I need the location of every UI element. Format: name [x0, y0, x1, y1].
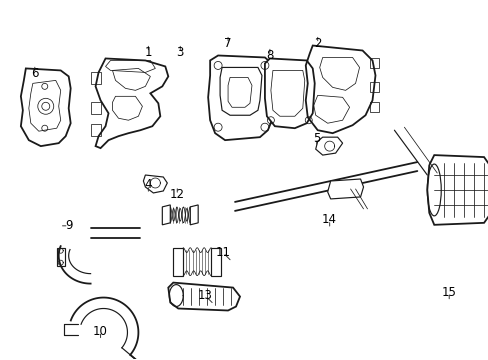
Text: 4: 4: [144, 179, 152, 192]
Text: 14: 14: [322, 213, 337, 226]
Text: 15: 15: [441, 286, 456, 299]
Text: 10: 10: [93, 325, 108, 338]
Text: 1: 1: [144, 46, 152, 59]
Text: 8: 8: [265, 49, 273, 62]
Text: 9: 9: [65, 219, 72, 232]
Polygon shape: [168, 283, 240, 310]
Polygon shape: [264, 58, 314, 128]
Text: 3: 3: [176, 46, 183, 59]
Text: 6: 6: [31, 67, 39, 80]
Polygon shape: [208, 55, 274, 140]
Text: 2: 2: [313, 37, 321, 50]
Text: 13: 13: [197, 289, 212, 302]
Text: 11: 11: [215, 246, 230, 259]
Polygon shape: [327, 179, 363, 199]
Text: 7: 7: [224, 37, 231, 50]
Text: 12: 12: [169, 188, 184, 202]
Text: 5: 5: [312, 132, 320, 145]
